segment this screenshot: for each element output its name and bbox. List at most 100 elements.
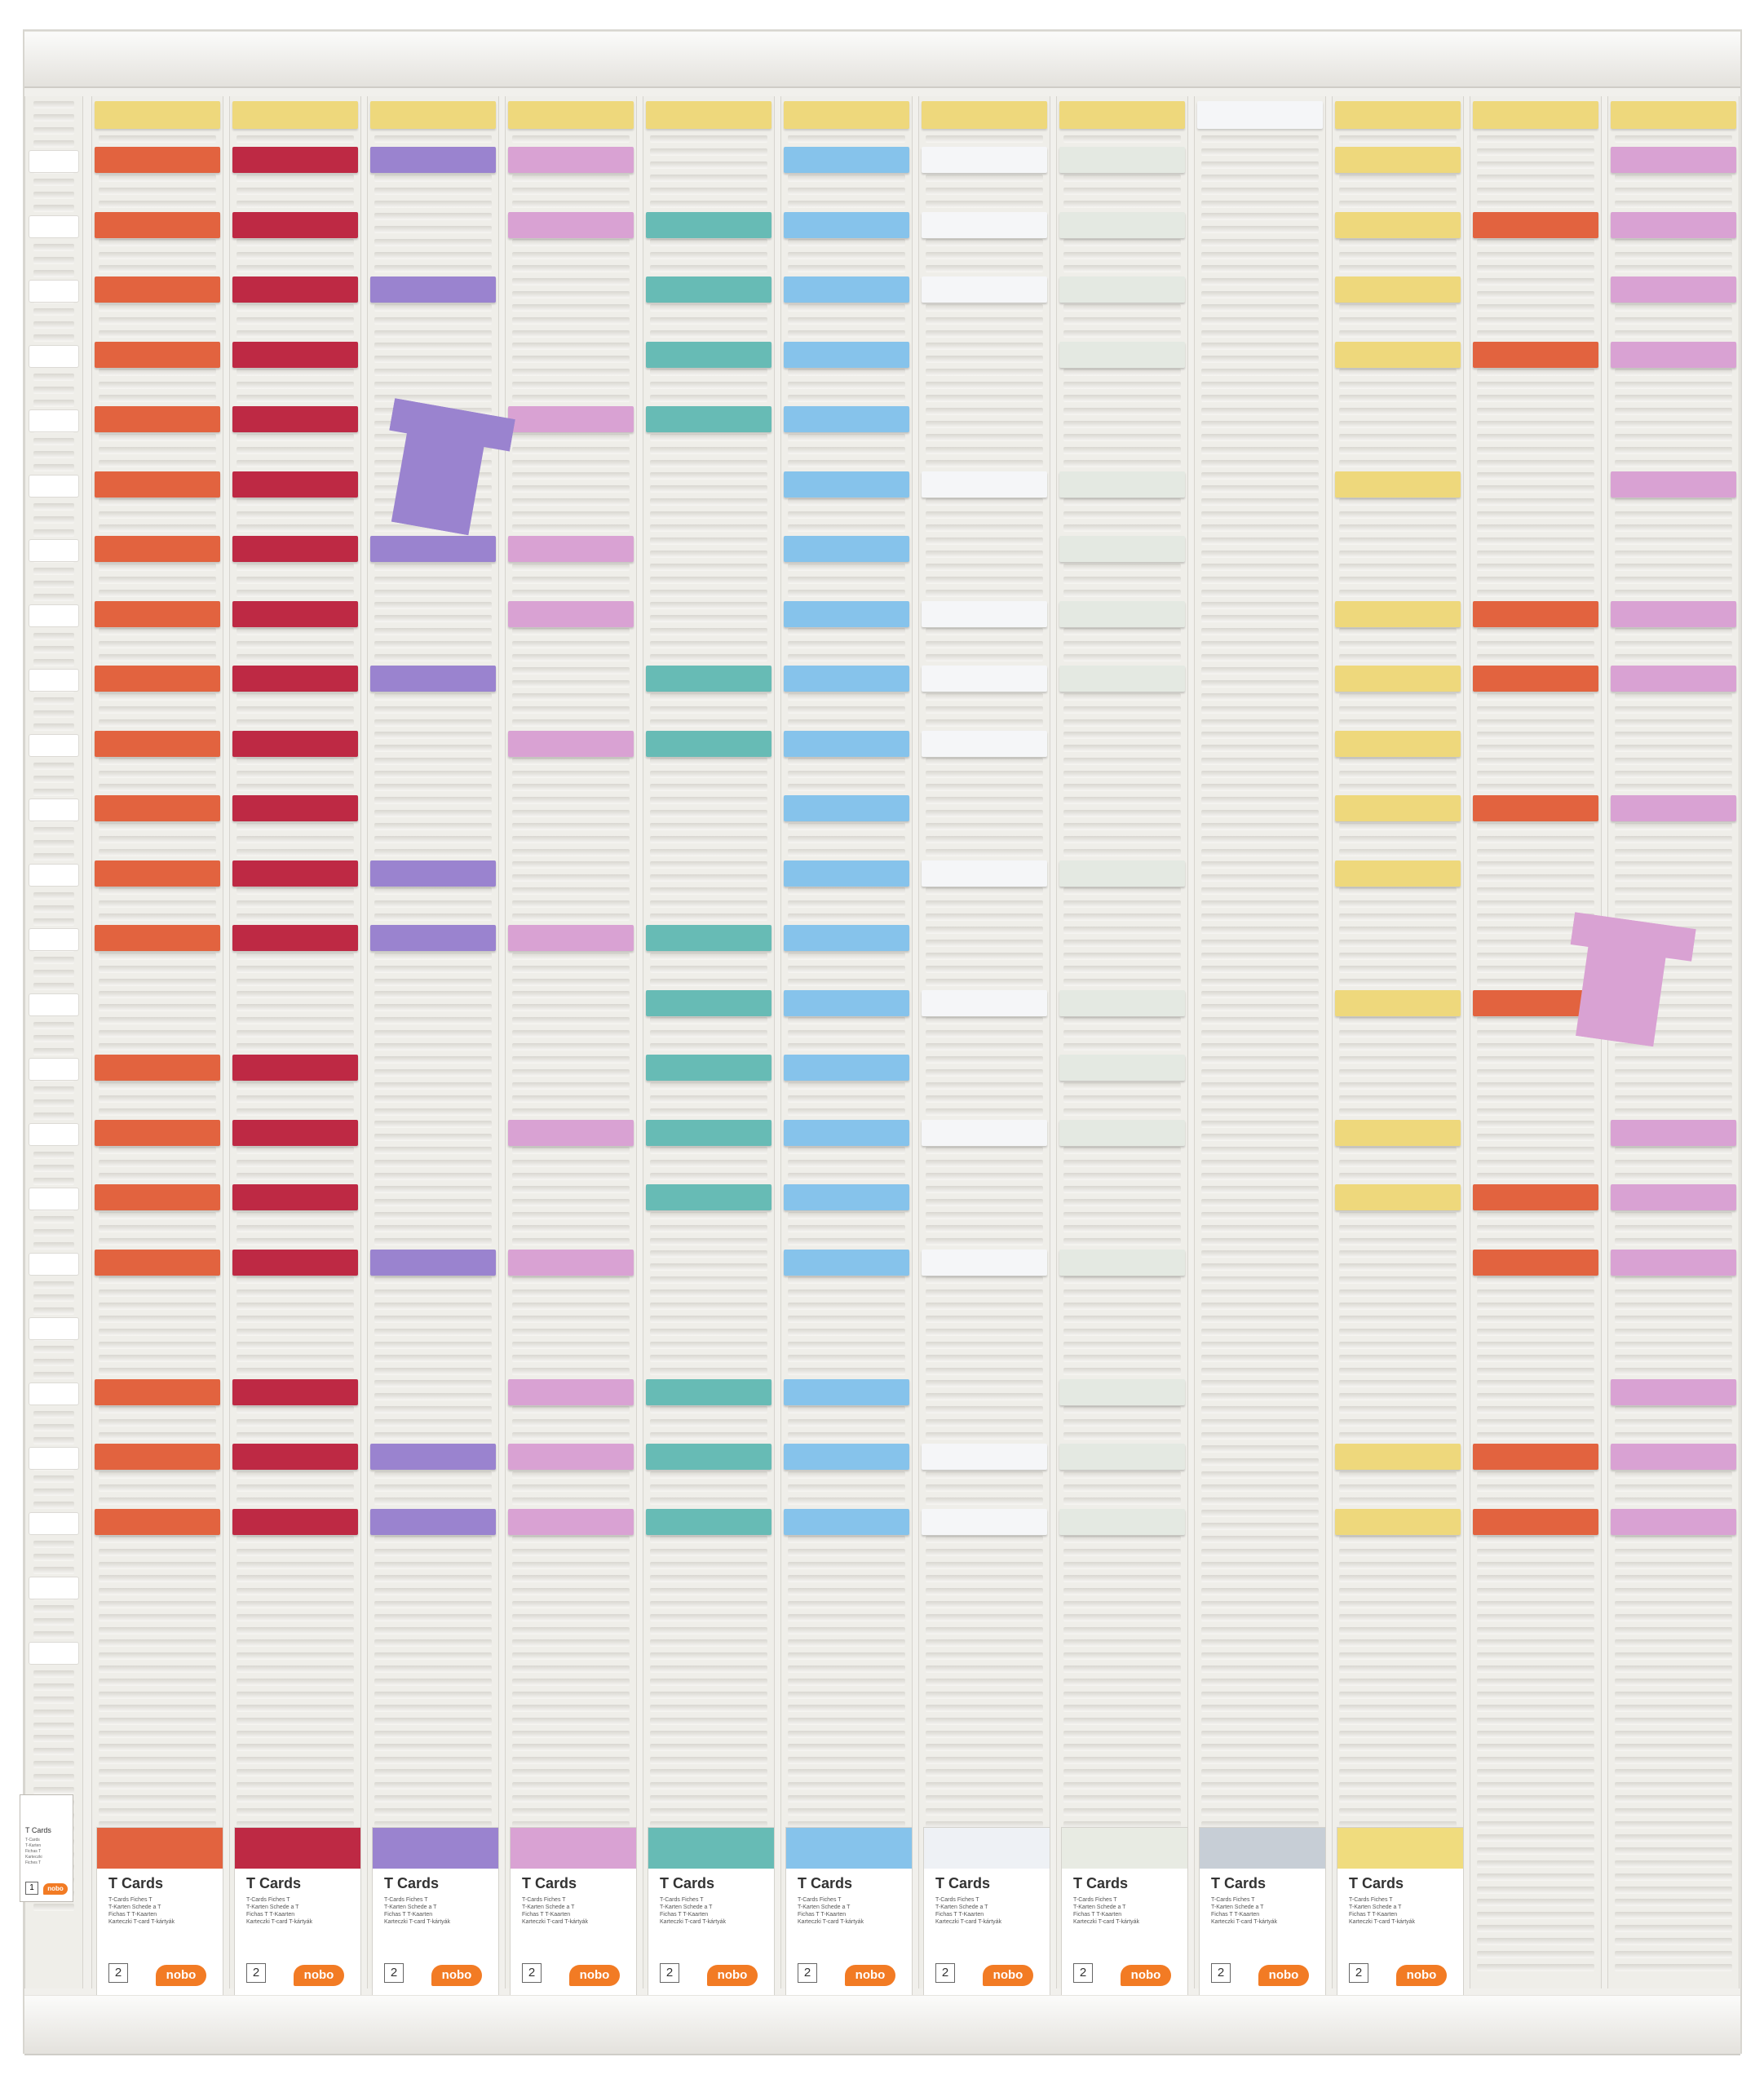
card-slot[interactable] <box>1339 563 1457 571</box>
card-slot[interactable] <box>1063 654 1181 661</box>
card-slot[interactable] <box>99 1030 216 1038</box>
card-slot[interactable] <box>1339 1666 1457 1674</box>
card-slot[interactable] <box>512 524 630 532</box>
t-card[interactable] <box>1473 1249 1598 1276</box>
card-slot[interactable] <box>650 1666 767 1674</box>
card-slot[interactable] <box>788 654 905 661</box>
card-slot[interactable] <box>1615 174 1732 182</box>
column-header-card[interactable] <box>508 101 634 129</box>
card-slot[interactable] <box>1615 1834 1732 1842</box>
column-header-card[interactable] <box>95 101 220 129</box>
card-slot[interactable] <box>1339 576 1457 584</box>
card-slot[interactable] <box>1477 1134 1594 1142</box>
card-slot[interactable] <box>374 369 492 377</box>
card-slot[interactable] <box>1339 1600 1457 1608</box>
card-slot[interactable] <box>1201 576 1319 584</box>
card-slot[interactable] <box>374 213 492 221</box>
card-slot[interactable] <box>650 835 767 843</box>
card-slot[interactable] <box>650 265 767 272</box>
card-slot[interactable] <box>650 1432 767 1440</box>
card-slot[interactable] <box>1201 511 1319 520</box>
card-slot[interactable] <box>512 252 630 260</box>
card-slot[interactable] <box>926 1354 1043 1362</box>
card-slot[interactable] <box>1339 1795 1457 1803</box>
card-slot[interactable] <box>788 395 905 402</box>
card-slot[interactable] <box>926 498 1043 507</box>
card-slot[interactable] <box>1615 1173 1732 1180</box>
card-slot[interactable] <box>1477 537 1594 545</box>
card-slot[interactable] <box>1201 433 1319 441</box>
card-slot[interactable] <box>788 1471 905 1479</box>
t-card[interactable] <box>232 730 358 757</box>
card-slot[interactable] <box>788 978 905 986</box>
card-slot[interactable] <box>1339 1756 1457 1764</box>
card-slot[interactable] <box>1063 1666 1181 1674</box>
card-slot[interactable] <box>1615 1043 1732 1051</box>
card-slot[interactable] <box>1339 1497 1457 1505</box>
card-slot[interactable] <box>374 1367 492 1375</box>
card-slot[interactable] <box>374 1030 492 1038</box>
card-slot[interactable] <box>926 420 1043 428</box>
card-slot[interactable] <box>374 706 492 714</box>
t-card[interactable] <box>95 147 220 173</box>
card-slot[interactable] <box>374 1704 492 1712</box>
card-slot[interactable] <box>1201 1095 1319 1103</box>
card-slot[interactable] <box>1201 343 1319 351</box>
card-slot[interactable] <box>926 589 1043 597</box>
card-slot[interactable] <box>650 809 767 817</box>
t-card[interactable] <box>1335 341 1461 368</box>
card-slot[interactable] <box>1477 1613 1594 1621</box>
card-slot[interactable] <box>1339 1341 1457 1349</box>
card-slot[interactable] <box>1063 407 1181 415</box>
card-slot[interactable] <box>1615 1639 1732 1648</box>
card-slot[interactable] <box>788 369 905 377</box>
card-slot[interactable] <box>1477 265 1594 272</box>
t-card[interactable] <box>508 1119 634 1146</box>
card-slot[interactable] <box>512 887 630 896</box>
card-slot[interactable] <box>512 1108 630 1116</box>
card-slot[interactable] <box>512 822 630 830</box>
card-slot[interactable] <box>650 1108 767 1116</box>
card-slot[interactable] <box>512 239 630 247</box>
card-slot[interactable] <box>788 952 905 960</box>
card-slot[interactable] <box>1201 666 1319 675</box>
card-slot[interactable] <box>1063 1082 1181 1090</box>
card-slot[interactable] <box>926 1795 1043 1803</box>
card-slot[interactable] <box>926 654 1043 661</box>
t-card[interactable] <box>1335 989 1461 1016</box>
card-slot[interactable] <box>1339 1432 1457 1440</box>
card-slot[interactable] <box>512 978 630 986</box>
card-slot[interactable] <box>1477 1834 1594 1842</box>
card-slot[interactable] <box>237 1613 354 1621</box>
card-slot[interactable] <box>1063 369 1181 377</box>
card-slot[interactable] <box>374 1198 492 1206</box>
card-slot[interactable] <box>1201 1017 1319 1025</box>
card-slot[interactable] <box>650 1795 767 1803</box>
t-card[interactable] <box>95 211 220 238</box>
card-slot[interactable] <box>512 1471 630 1479</box>
card-slot[interactable] <box>1201 835 1319 843</box>
card-slot[interactable] <box>1615 1951 1732 1958</box>
t-card[interactable] <box>646 1378 771 1405</box>
card-slot[interactable] <box>374 1147 492 1155</box>
card-slot[interactable] <box>374 330 492 338</box>
card-slot[interactable] <box>374 991 492 999</box>
card-slot[interactable] <box>374 1303 492 1310</box>
card-slot[interactable] <box>788 1613 905 1621</box>
card-slot[interactable] <box>1063 1484 1181 1492</box>
card-slot[interactable] <box>650 330 767 338</box>
card-slot[interactable] <box>926 1419 1043 1427</box>
card-slot[interactable] <box>1477 745 1594 753</box>
card-slot[interactable] <box>1339 1147 1457 1155</box>
card-slot[interactable] <box>1201 745 1319 753</box>
card-slot[interactable] <box>1201 1043 1319 1051</box>
card-slot[interactable] <box>512 1652 630 1661</box>
card-slot[interactable] <box>1063 1237 1181 1245</box>
t-card[interactable] <box>1473 1508 1598 1535</box>
t-card[interactable] <box>784 276 909 303</box>
t-card[interactable] <box>784 1055 909 1081</box>
card-slot[interactable] <box>99 1536 216 1544</box>
card-slot[interactable] <box>788 1717 905 1725</box>
card-slot[interactable] <box>1477 1717 1594 1725</box>
card-slot[interactable] <box>237 382 354 390</box>
